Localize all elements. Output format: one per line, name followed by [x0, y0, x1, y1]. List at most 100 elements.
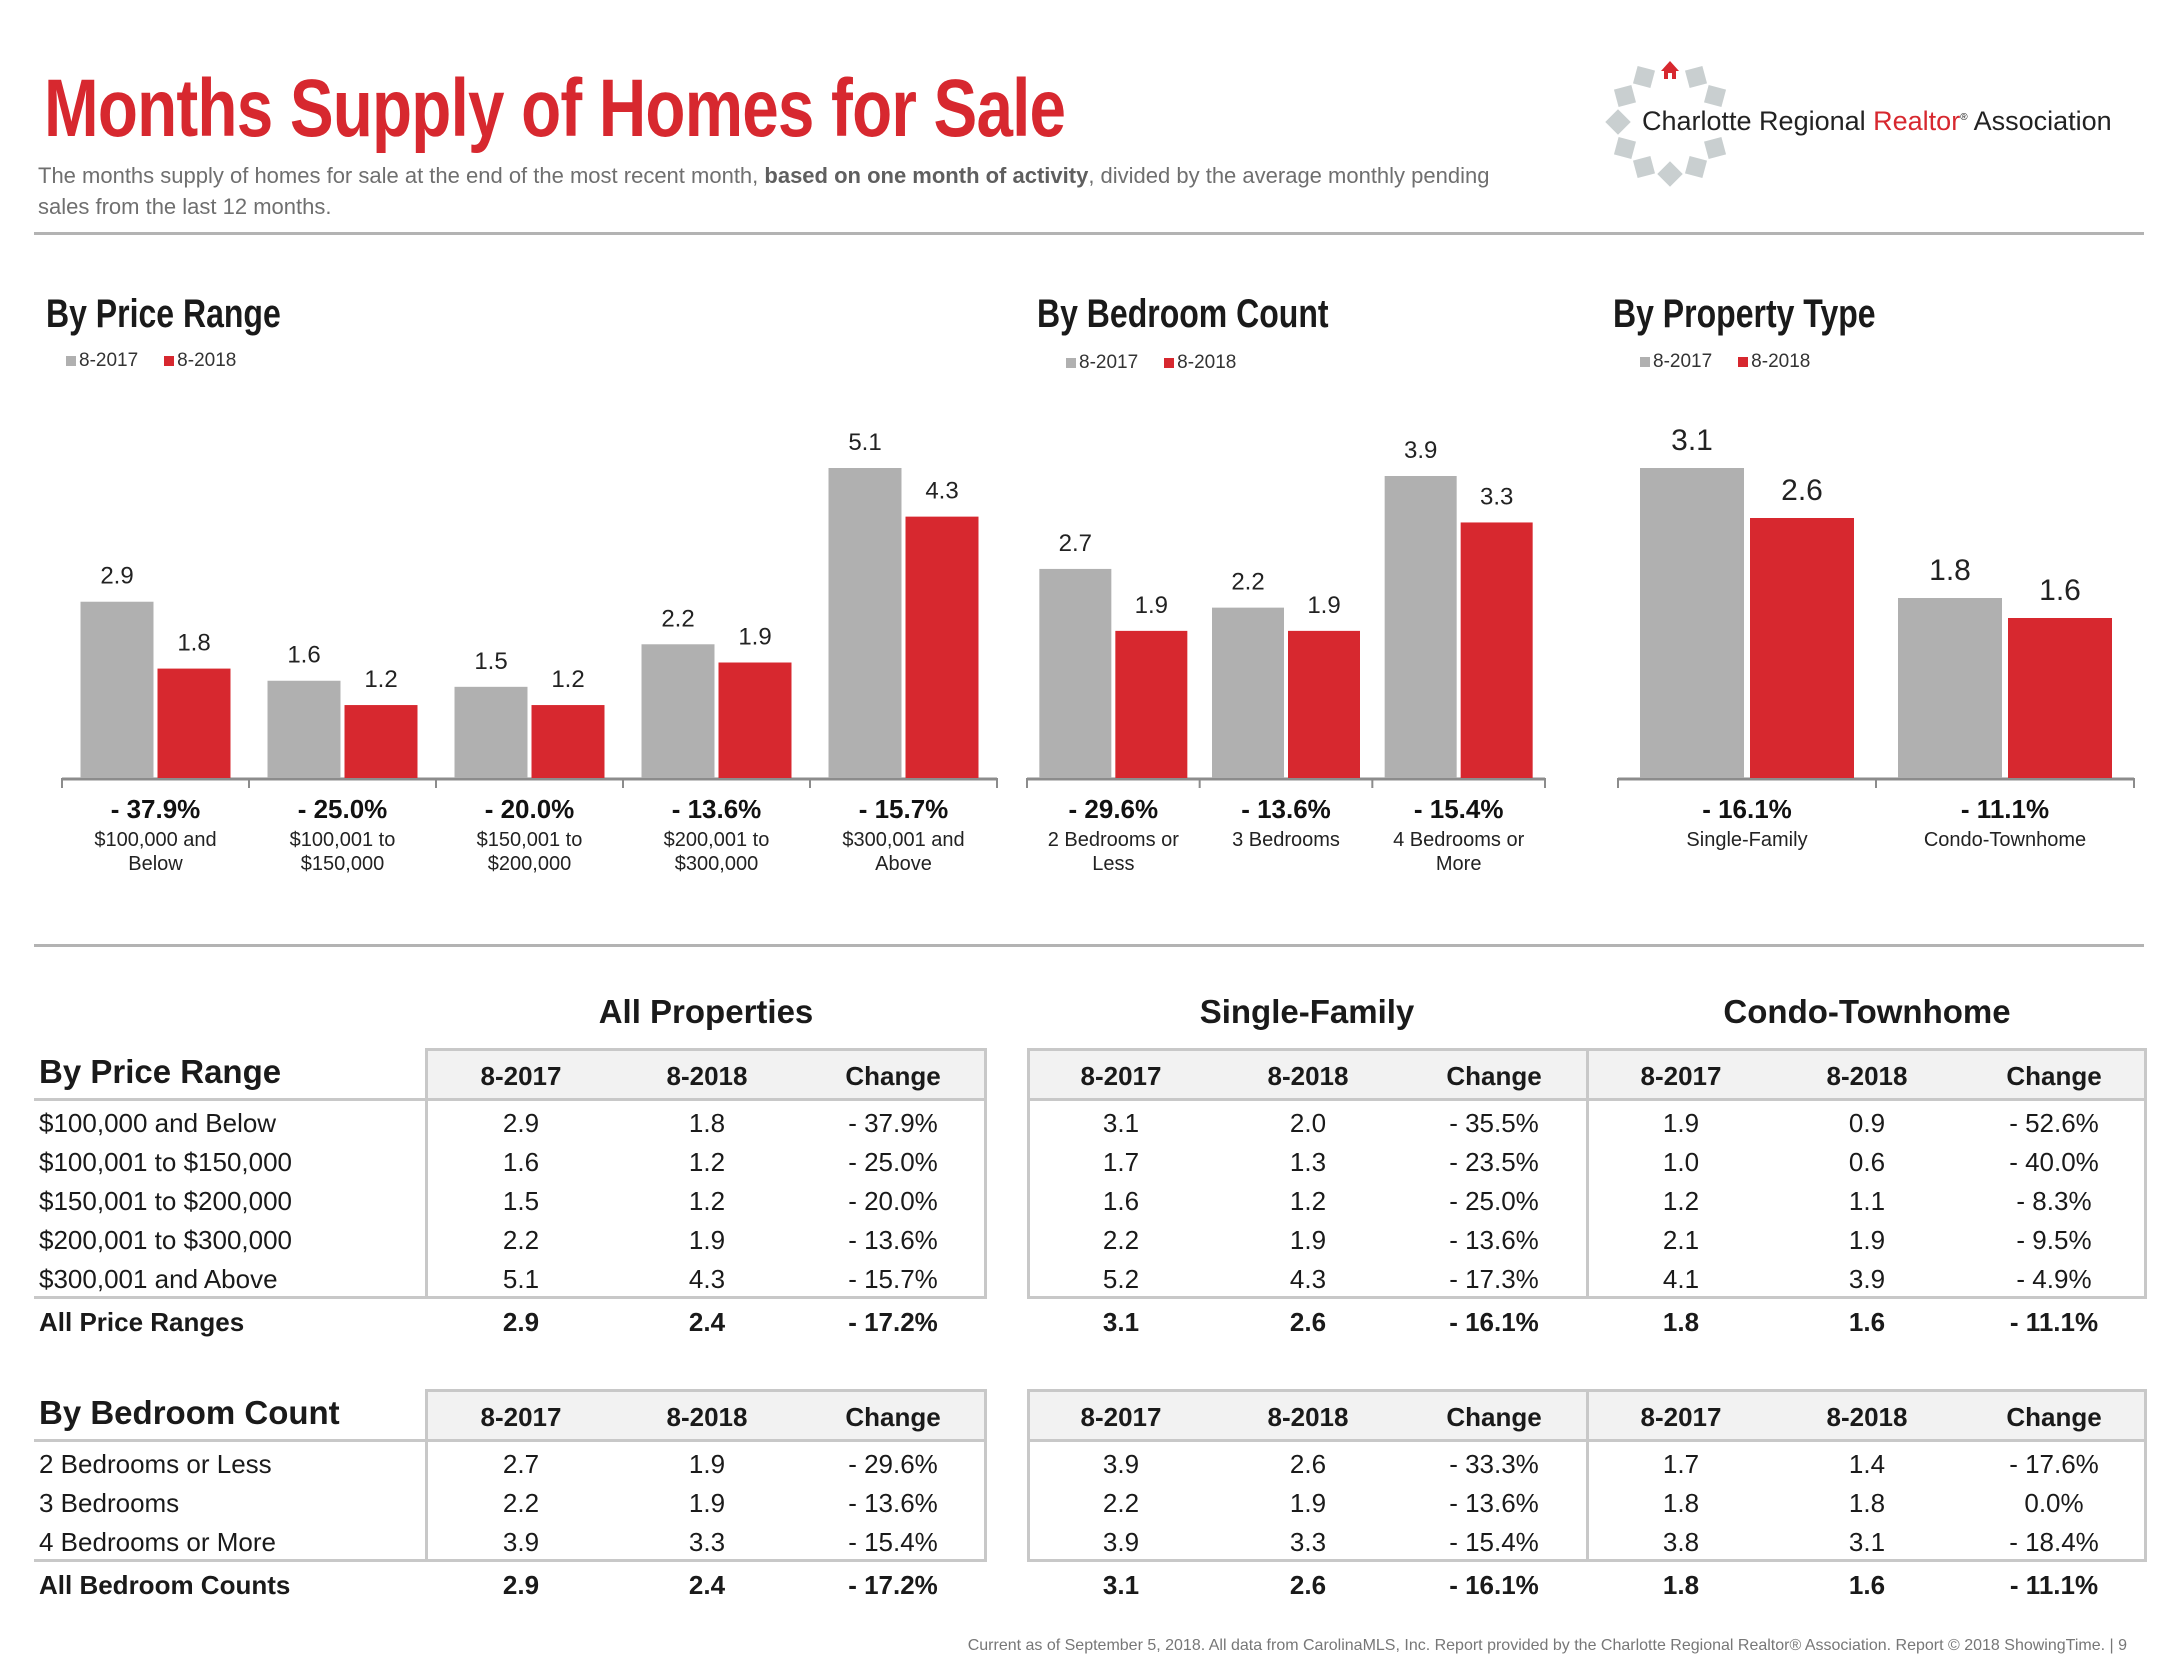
- bar-8-2018: [2008, 618, 2112, 778]
- logo-arrow-block: [1704, 136, 1727, 160]
- total-cell: - 16.1%: [1449, 1307, 1539, 1337]
- table-cell: 3.3: [1289, 1527, 1327, 1557]
- table-cell: - 9.5%: [2016, 1225, 2092, 1255]
- table-cell: - 13.6%: [1449, 1225, 1539, 1255]
- legend-swatch-red: [1164, 358, 1175, 368]
- change-label: - 13.6%: [1241, 794, 1331, 824]
- logo-arrow-block: [1613, 84, 1636, 108]
- category-label: $300,001 and: [842, 829, 964, 851]
- page-subtitle: The months supply of homes for sale at t…: [38, 160, 1538, 222]
- bar-value-label: 5.1: [848, 429, 881, 456]
- chart-legend-property: 8-2017 8-2018: [1640, 351, 1836, 373]
- table-cell: - 25.0%: [848, 1147, 938, 1177]
- table-cell: 1.8: [1848, 1488, 1886, 1518]
- category-label: Below: [128, 853, 183, 875]
- table-cell: - 20.0%: [848, 1186, 938, 1216]
- table-cell: 4.3: [688, 1264, 726, 1294]
- legend-swatch-gray: [1066, 358, 1076, 368]
- category-label: 3 Bedrooms: [1232, 829, 1340, 851]
- table-cell: 5.2: [1102, 1264, 1140, 1294]
- chart-title-bedroom: By Bedroom Count: [1037, 292, 1329, 336]
- legend-label: 8-2018: [1751, 351, 1811, 372]
- table-cell: - 29.6%: [848, 1449, 938, 1479]
- total-cell: 2.9: [502, 1307, 540, 1337]
- bar-8-2017: [267, 680, 341, 778]
- table-cell: 3.9: [1102, 1449, 1140, 1479]
- chart-legend-price: 8-2017 8-2018: [66, 350, 262, 372]
- total-cell: 1.6: [1848, 1570, 1886, 1600]
- change-label: - 15.7%: [859, 794, 949, 824]
- table-cell: 1.7: [1662, 1449, 1700, 1479]
- subtitle-emphasis: based on one month of activity: [764, 163, 1089, 188]
- bar-value-label: 2.6: [1781, 474, 1823, 507]
- bar-8-2018: [1460, 522, 1533, 778]
- bar-8-2018: [531, 705, 605, 778]
- table-cell: 0.9: [1848, 1108, 1886, 1138]
- column-header: Change: [2006, 1061, 2102, 1091]
- table-cell: 0.6: [1848, 1147, 1886, 1177]
- legend-label: 8-2018: [1177, 352, 1237, 373]
- table-cell: 1.2: [688, 1147, 726, 1177]
- page-title: Months Supply of Homes for Sale: [44, 63, 1066, 154]
- bar-value-label: 3.9: [1404, 437, 1437, 464]
- total-cell: 2.6: [1289, 1307, 1327, 1337]
- category-label: $150,001 to: [477, 829, 583, 851]
- column-header: 8-2018: [1826, 1402, 1908, 1432]
- legend-item-2017: 8-2017: [1640, 351, 1712, 372]
- total-cell: - 11.1%: [2009, 1307, 2099, 1337]
- category-label: $200,000: [488, 853, 571, 875]
- table-cell: 1.6: [1102, 1186, 1140, 1216]
- table-cell: - 13.6%: [848, 1225, 938, 1255]
- table-group-title: Single-Family: [1199, 993, 1415, 1030]
- bar-value-label: 2.2: [661, 605, 694, 632]
- table-cell: 1.1: [1848, 1186, 1886, 1216]
- total-cell: 1.8: [1662, 1570, 1700, 1600]
- bar-8-2018: [1288, 630, 1360, 778]
- legend-label: 8-2017: [79, 350, 139, 371]
- change-label: - 37.9%: [111, 794, 201, 824]
- total-cell: - 17.2%: [848, 1307, 938, 1337]
- table-cell: - 13.6%: [1449, 1488, 1539, 1518]
- category-label: Condo-Townhome: [1924, 829, 2086, 851]
- column-header: 8-2018: [666, 1061, 748, 1091]
- table-cell: - 23.5%: [1449, 1147, 1539, 1177]
- bar-8-2017: [1212, 607, 1284, 778]
- logo-arrow-block: [1684, 65, 1708, 88]
- category-label: 2 Bedrooms or: [1048, 829, 1180, 851]
- table-separator: [1586, 1389, 1589, 1562]
- table-cell: - 52.6%: [2009, 1108, 2099, 1138]
- column-header: Change: [1446, 1402, 1542, 1432]
- header-divider: [34, 232, 2144, 235]
- association-logo: Charlotte Regional Realtor® Association: [1600, 52, 2160, 192]
- table-cell: 2.7: [502, 1449, 540, 1479]
- table-cell: 1.2: [1662, 1186, 1700, 1216]
- category-label: $300,000: [675, 853, 758, 875]
- table-cell: 2.2: [502, 1488, 540, 1518]
- change-label: - 11.1%: [1961, 794, 2049, 824]
- table-cell: 4.1: [1662, 1264, 1700, 1294]
- column-header: 8-2018: [1267, 1061, 1349, 1091]
- table-cell: 1.8: [688, 1108, 726, 1138]
- table-group-title: All Properties: [598, 993, 814, 1030]
- table-cell: 3.1: [1102, 1108, 1140, 1138]
- table-cell: 2.2: [502, 1225, 540, 1255]
- row-label: $100,001 to $150,000: [39, 1147, 293, 1177]
- category-label: 4 Bedrooms or: [1393, 829, 1525, 851]
- table-cell: 1.9: [688, 1449, 726, 1479]
- bar-8-2017: [828, 468, 902, 778]
- subtitle-text: The months supply of homes for sale at t…: [38, 163, 765, 188]
- legend-item-2018: 8-2018: [1164, 352, 1236, 373]
- category-label: Single-Family: [1686, 829, 1807, 851]
- table-rule: [34, 1439, 425, 1442]
- house-ring-logo-icon: [1605, 61, 1727, 187]
- chart-legend-bedroom: 8-2017 8-2018: [1066, 352, 1262, 374]
- column-header: 8-2018: [1267, 1402, 1349, 1432]
- total-row-label: All Bedroom Counts: [39, 1570, 291, 1600]
- bar-value-label: 4.3: [925, 478, 958, 505]
- table-header-row: [428, 1392, 984, 1442]
- bar-value-label: 1.5: [474, 648, 507, 675]
- section-divider: [34, 944, 2144, 947]
- change-label: - 16.1%: [1702, 794, 1792, 824]
- change-label: - 15.4%: [1414, 794, 1504, 824]
- category-label: Less: [1092, 853, 1134, 875]
